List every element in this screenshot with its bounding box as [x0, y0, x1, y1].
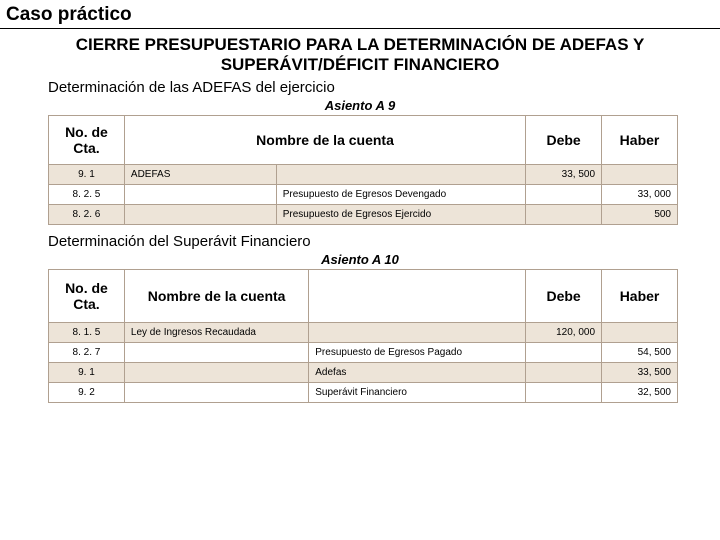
cell-cta: 9. 1 [49, 363, 125, 383]
cell-nombre1 [124, 343, 308, 363]
col-header-cta: No. de Cta. [49, 270, 125, 323]
cell-debe: 33, 500 [526, 165, 602, 185]
section1-heading: Determinación de las ADEFAS del ejercici… [0, 77, 720, 96]
cell-debe [526, 185, 602, 205]
cell-debe [526, 363, 602, 383]
cell-nombre2: Superávit Financiero [309, 383, 526, 403]
col-header-debe: Debe [526, 116, 602, 165]
cell-nombre1 [124, 205, 276, 225]
cell-debe [526, 205, 602, 225]
cell-nombre2 [309, 323, 526, 343]
cell-haber: 33, 500 [602, 363, 678, 383]
col-header-nombre: Nombre de la cuenta [124, 116, 525, 165]
cell-nombre2: Presupuesto de Egresos Devengado [276, 185, 525, 205]
cell-cta: 8. 2. 6 [49, 205, 125, 225]
col-header-blank [309, 270, 526, 323]
cell-nombre1 [124, 363, 308, 383]
cell-haber: 54, 500 [602, 343, 678, 363]
cell-haber: 500 [602, 205, 678, 225]
cell-debe: 120, 000 [526, 323, 602, 343]
table-asiento-a9: No. de Cta. Nombre de la cuenta Debe Hab… [48, 115, 678, 225]
cell-cta: 8. 2. 5 [49, 185, 125, 205]
col-header-nombre: Nombre de la cuenta [124, 270, 308, 323]
cell-nombre1 [124, 185, 276, 205]
cell-haber [602, 165, 678, 185]
asiento2-label: Asiento A 10 [0, 250, 720, 269]
col-header-haber: Haber [602, 116, 678, 165]
cell-debe [526, 343, 602, 363]
page-title: Caso práctico [0, 0, 720, 29]
cell-nombre1: ADEFAS [124, 165, 276, 185]
cell-cta: 9. 1 [49, 165, 125, 185]
cell-nombre2: Presupuesto de Egresos Ejercido [276, 205, 525, 225]
cell-nombre2: Adefas [309, 363, 526, 383]
cell-nombre2 [276, 165, 525, 185]
section2-heading: Determinación del Superávit Financiero [0, 225, 720, 250]
main-heading: CIERRE PRESUPUESTARIO PARA LA DETERMINAC… [0, 29, 720, 77]
col-header-haber: Haber [602, 270, 678, 323]
table-row: 8. 2. 5 Presupuesto de Egresos Devengado… [49, 185, 678, 205]
table-row: 8. 2. 6 Presupuesto de Egresos Ejercido … [49, 205, 678, 225]
cell-cta: 9. 2 [49, 383, 125, 403]
cell-haber: 33, 000 [602, 185, 678, 205]
table-row: 9. 1 ADEFAS 33, 500 [49, 165, 678, 185]
table-row: 9. 2 Superávit Financiero 32, 500 [49, 383, 678, 403]
cell-haber: 32, 500 [602, 383, 678, 403]
cell-haber [602, 323, 678, 343]
col-header-debe: Debe [526, 270, 602, 323]
asiento1-label: Asiento A 9 [0, 96, 720, 115]
cell-debe [526, 383, 602, 403]
cell-nombre1 [124, 383, 308, 403]
table-row: 8. 2. 7 Presupuesto de Egresos Pagado 54… [49, 343, 678, 363]
cell-cta: 8. 1. 5 [49, 323, 125, 343]
table-row: 8. 1. 5 Ley de Ingresos Recaudada 120, 0… [49, 323, 678, 343]
cell-cta: 8. 2. 7 [49, 343, 125, 363]
table-row: 9. 1 Adefas 33, 500 [49, 363, 678, 383]
col-header-cta: No. de Cta. [49, 116, 125, 165]
table-asiento-a10: No. de Cta. Nombre de la cuenta Debe Hab… [48, 269, 678, 403]
cell-nombre1: Ley de Ingresos Recaudada [124, 323, 308, 343]
cell-nombre2: Presupuesto de Egresos Pagado [309, 343, 526, 363]
